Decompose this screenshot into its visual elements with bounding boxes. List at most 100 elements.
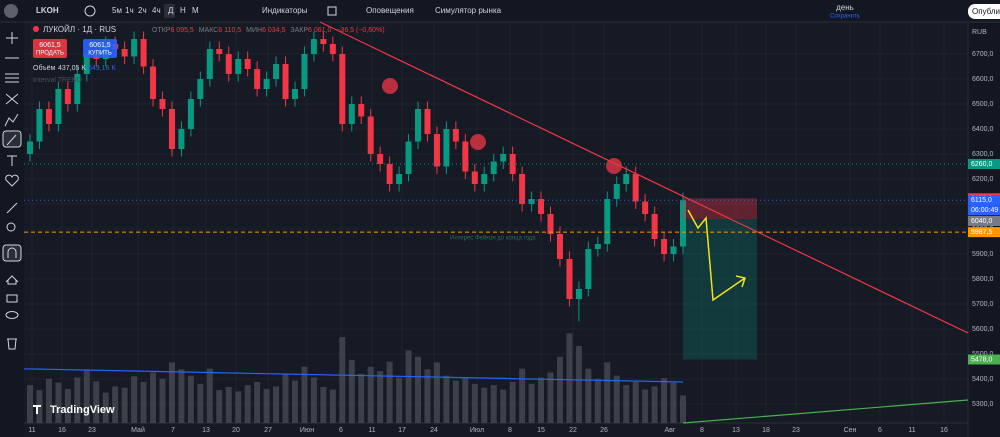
add-symbol[interactable] bbox=[84, 5, 96, 17]
interval-active bbox=[164, 4, 175, 18]
candle-body bbox=[36, 109, 43, 142]
candle-body bbox=[225, 54, 232, 74]
saved-status: Сохранить bbox=[830, 14, 860, 20]
x-tick-label: 6 bbox=[339, 427, 343, 434]
templates-icon[interactable] bbox=[327, 6, 337, 16]
volume-bar bbox=[159, 378, 166, 423]
volume-bar bbox=[216, 390, 223, 423]
candle-body bbox=[83, 54, 90, 74]
x-tick-label: 16 bbox=[940, 427, 948, 434]
price-label: 5478,0 bbox=[971, 356, 993, 363]
volume-bar bbox=[150, 372, 157, 423]
text-tool[interactable] bbox=[7, 155, 17, 166]
candle-body bbox=[680, 200, 686, 247]
price-label-bg bbox=[968, 159, 1000, 169]
buy-button[interactable] bbox=[83, 39, 117, 58]
interval[interactable]: Д bbox=[168, 6, 174, 15]
interval[interactable]: 1ч bbox=[125, 6, 134, 15]
interval[interactable]: 5м bbox=[112, 6, 122, 15]
avatar[interactable] bbox=[4, 4, 18, 18]
volume-bar bbox=[415, 356, 422, 423]
x-tick-label: 22 bbox=[569, 427, 577, 434]
interval[interactable]: М bbox=[192, 6, 199, 15]
change-value: −36,5 (−0,60%) bbox=[336, 27, 384, 34]
sell-button[interactable] bbox=[33, 39, 67, 58]
zoom-tool[interactable] bbox=[6, 222, 16, 232]
x-tick-label: 24 bbox=[430, 427, 438, 434]
volume-bar bbox=[244, 385, 251, 423]
interval[interactable]: 4ч bbox=[152, 6, 161, 15]
volume-bar bbox=[471, 383, 478, 423]
x-tick-label: 13 bbox=[732, 427, 740, 434]
forecast-tool[interactable] bbox=[4, 113, 19, 127]
volume-bar bbox=[405, 350, 412, 423]
candle-body bbox=[159, 99, 166, 109]
forecast-arrow bbox=[687, 209, 746, 302]
candle-body bbox=[244, 59, 251, 69]
y-tick-label: 6500,0 bbox=[972, 101, 994, 108]
interval[interactable]: Н bbox=[180, 6, 186, 15]
publish-label[interactable]: Опублик bbox=[972, 7, 1000, 16]
candle-body bbox=[613, 184, 620, 199]
x-tick-label: 17 bbox=[398, 427, 406, 434]
volume-bar bbox=[604, 362, 611, 423]
delete-tool[interactable] bbox=[7, 338, 17, 350]
candle-body bbox=[585, 249, 592, 289]
sell-price[interactable]: 6061,5 bbox=[39, 42, 61, 49]
buy-price[interactable]: 6061,5 bbox=[89, 42, 111, 49]
layout-name[interactable]: день bbox=[836, 3, 854, 12]
volume-bar bbox=[112, 386, 119, 423]
x-tick-label: 20 bbox=[232, 427, 240, 434]
stay-drawing-tool[interactable] bbox=[5, 275, 19, 285]
open-label: ОТКР bbox=[152, 27, 171, 34]
y-tick-label: 5400,0 bbox=[972, 376, 994, 383]
ruler-tool[interactable] bbox=[6, 202, 18, 214]
magnet-tool[interactable] bbox=[2, 244, 22, 262]
logo: TradingView bbox=[50, 404, 115, 416]
lock-tool[interactable] bbox=[6, 294, 18, 303]
symbol[interactable]: LKOH bbox=[36, 6, 59, 15]
x-tick-label: Июл bbox=[470, 427, 484, 434]
volume-ma-value: 649,16 K bbox=[88, 65, 116, 72]
annotation: Интерес Фейкон до конца года bbox=[450, 235, 536, 242]
countdown: 06:00:49 bbox=[971, 207, 998, 214]
low-value: 6 034,5 bbox=[262, 27, 285, 34]
indicators-button[interactable]: Индикаторы bbox=[262, 6, 308, 15]
sell-label[interactable]: ПРОДАТЬ bbox=[36, 51, 64, 57]
x-tick-label: 11 bbox=[28, 427, 35, 434]
y-tick-label: 6400,0 bbox=[972, 126, 994, 133]
fib-tool[interactable] bbox=[5, 73, 19, 83]
volume-bar bbox=[481, 387, 488, 423]
volume-bar bbox=[443, 375, 450, 423]
crosshair-tool[interactable] bbox=[6, 32, 18, 44]
price-label-bg bbox=[968, 354, 1000, 365]
candle-body bbox=[632, 174, 639, 202]
candle-body bbox=[471, 171, 478, 184]
volume-bar bbox=[462, 377, 469, 423]
candle-body bbox=[291, 89, 298, 99]
x-tick-label: Сен bbox=[844, 427, 857, 434]
x-tick-label: Авг bbox=[665, 427, 676, 434]
volume-bar bbox=[282, 373, 289, 423]
target-zone bbox=[683, 219, 757, 360]
icon-tool[interactable] bbox=[5, 174, 19, 187]
publish-button[interactable] bbox=[968, 4, 1000, 19]
candle-body bbox=[433, 134, 440, 167]
volume-bar bbox=[348, 359, 355, 423]
candle-body bbox=[310, 39, 317, 54]
candle-body bbox=[150, 66, 157, 99]
volume-bar bbox=[310, 377, 317, 423]
interval[interactable]: 2ч bbox=[138, 6, 147, 15]
x-tick-label: Июн bbox=[300, 427, 314, 434]
y-tick-label: 5900,0 bbox=[972, 251, 994, 258]
candle-body bbox=[55, 89, 62, 124]
simulator-button[interactable]: Симулятор рынка bbox=[435, 6, 502, 15]
volume-bar bbox=[187, 375, 194, 423]
alerts-button[interactable]: Оповещения bbox=[366, 6, 414, 15]
x-tick-label: 23 bbox=[88, 427, 96, 434]
hide-tool[interactable] bbox=[5, 311, 19, 319]
volume-bar bbox=[623, 385, 630, 423]
support-line bbox=[682, 399, 969, 424]
pattern-tool[interactable] bbox=[5, 93, 19, 105]
buy-label[interactable]: КУПИТЬ bbox=[88, 51, 112, 57]
